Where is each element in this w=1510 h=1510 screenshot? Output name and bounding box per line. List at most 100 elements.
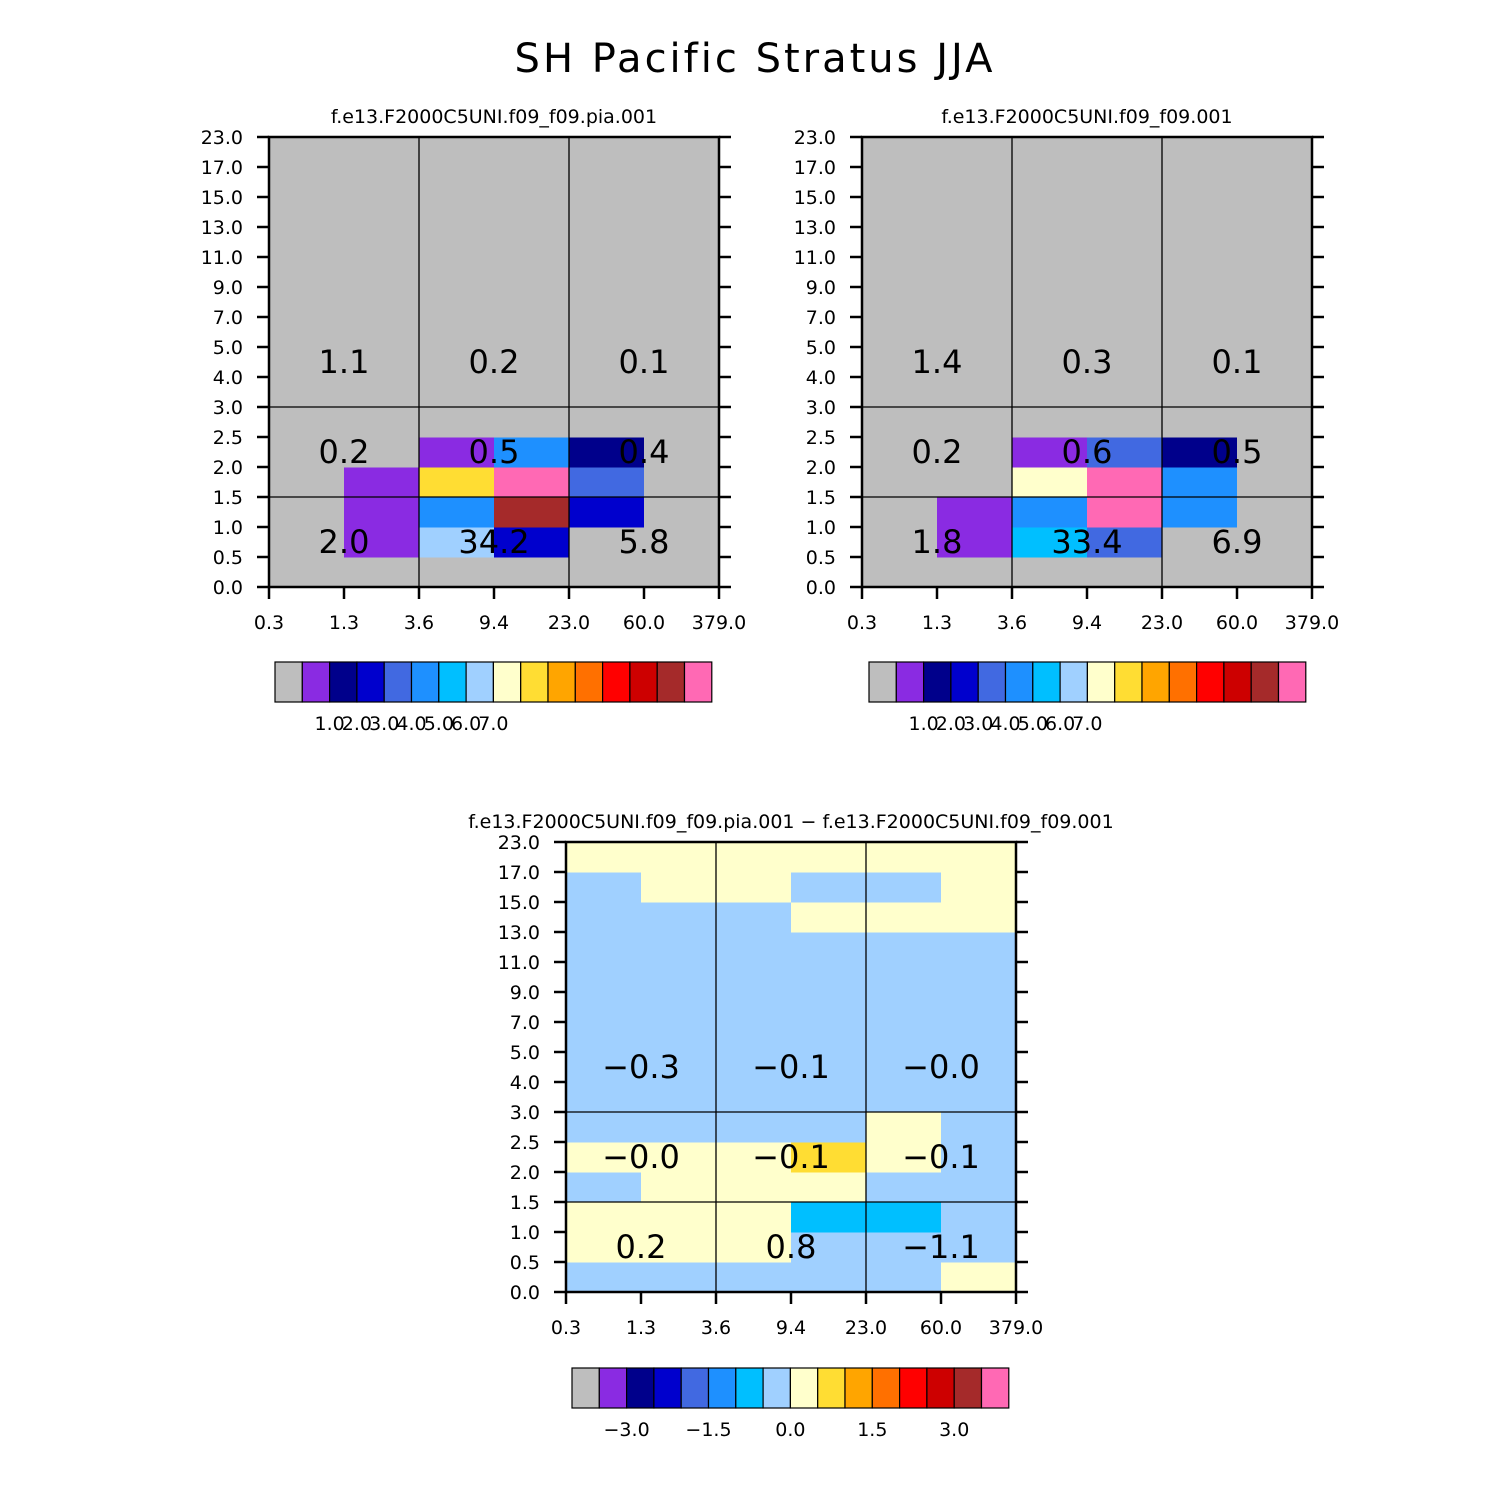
heatmap-cell: [1012, 467, 1088, 498]
heatmap-cell: [791, 1022, 867, 1053]
colorbar-box: [953, 1367, 983, 1409]
heatmap-cell: [569, 167, 645, 198]
heatmap-cell: [866, 872, 942, 903]
heatmap-cell: [716, 902, 792, 933]
heatmap-cell: [716, 1172, 792, 1203]
colorbar-box: [789, 1367, 819, 1409]
colorbar-box: [520, 661, 549, 703]
heatmap-cell: [791, 1082, 867, 1113]
colorbar-box: [329, 661, 358, 703]
colorbar-box: [492, 661, 522, 703]
heatmap-cell: [791, 992, 867, 1023]
heatmap-cell: [566, 1232, 642, 1263]
heatmap-cell: [941, 842, 1017, 873]
heatmap-cell: [866, 1172, 942, 1203]
y-tick-label: 1.0: [806, 517, 836, 539]
heatmap-cell: [1162, 137, 1238, 168]
heatmap-cell: [941, 1082, 1017, 1113]
block-value-label: 0.6: [1062, 433, 1113, 471]
heatmap-cell: [862, 167, 938, 198]
heatmap-cell: [419, 137, 495, 168]
heatmap-cell: [494, 287, 570, 318]
x-tick-label: 379.0: [692, 612, 746, 634]
block-value-label: −0.1: [902, 1138, 980, 1176]
colorbar-box: [274, 661, 303, 703]
heatmap-cell: [791, 1112, 867, 1143]
heatmap-cell: [1012, 257, 1088, 288]
colorbar-box: [1195, 661, 1225, 703]
colorbar-box: [680, 1367, 710, 1409]
heatmap-cell: [269, 257, 345, 288]
heatmap-cell: [419, 317, 495, 348]
heatmap-cell: [1012, 317, 1088, 348]
heatmap-cell: [344, 557, 420, 588]
heatmap-cell: [269, 497, 345, 528]
heatmap-cell: [566, 842, 642, 873]
heatmap-cell: [791, 1202, 867, 1233]
y-tick-label: 4.0: [213, 367, 243, 389]
colorbar-box: [465, 661, 495, 703]
heatmap-cell: [866, 1112, 942, 1143]
heatmap-cell: [419, 437, 495, 468]
block-value-label: −0.3: [602, 1048, 680, 1086]
y-tick-label: 7.0: [213, 307, 243, 329]
colorbar-box: [1141, 661, 1170, 703]
x-tick-label: 3.6: [997, 612, 1027, 634]
heatmap-cell: [716, 1022, 792, 1053]
heatmap-cell: [494, 497, 570, 528]
heatmap-cell: [566, 992, 642, 1023]
heatmap-cell: [1087, 437, 1163, 468]
heatmap-cell: [1087, 347, 1163, 378]
colorbar-box: [438, 661, 467, 703]
heatmap-cell: [569, 527, 645, 558]
colorbar-box: [601, 661, 631, 703]
heatmap-cell: [419, 257, 495, 288]
colorbar-box: [629, 661, 658, 703]
heatmap-cell: [862, 257, 938, 288]
y-tick-label: 13.0: [201, 217, 243, 239]
heatmap-cell: [791, 932, 867, 963]
colorbar-label: 1.0: [908, 713, 938, 735]
heatmap-cell: [419, 557, 495, 588]
heatmap-cell: [716, 1202, 792, 1233]
heatmap-cell: [269, 377, 345, 408]
heatmap-cell: [1012, 377, 1088, 408]
panel-title: f.e13.F2000C5UNI.f09_f09.pia.001: [331, 106, 657, 128]
heatmap-cell: [1012, 167, 1088, 198]
heatmap-cell: [644, 557, 720, 588]
colorbar-label: 5.0: [424, 713, 454, 735]
y-tick-label: 2.0: [806, 457, 836, 479]
y-tick-label: 5.0: [510, 1042, 540, 1064]
heatmap-cell: [344, 257, 420, 288]
y-tick-label: 3.0: [510, 1102, 540, 1124]
heatmap-cell: [937, 557, 1013, 588]
heatmap-cell: [344, 467, 420, 498]
block-value-label: 6.9: [1212, 523, 1263, 561]
panel-title: f.e13.F2000C5UNI.f09_f09.001: [941, 106, 1232, 128]
heatmap-cell: [569, 137, 645, 168]
y-tick-label: 0.0: [510, 1282, 540, 1304]
heatmap-cell: [641, 1022, 717, 1053]
heatmap-cell: [866, 902, 942, 933]
heatmap-cell: [494, 227, 570, 258]
y-tick-label: 23.0: [201, 127, 243, 149]
heatmap-cell: [1087, 467, 1163, 498]
y-tick-label: 9.0: [806, 277, 836, 299]
heatmap-cell: [569, 557, 645, 588]
heatmap-cell: [419, 407, 495, 438]
heatmap-cell: [419, 497, 495, 528]
heatmap-cell: [494, 137, 570, 168]
colorbar-box: [574, 661, 604, 703]
heatmap-cell: [344, 287, 420, 318]
heatmap-cell: [269, 317, 345, 348]
colorbar-box: [871, 1367, 901, 1409]
heatmap-cell: [344, 347, 420, 378]
heatmap-cell: [866, 1052, 942, 1083]
block-value-label: −0.0: [602, 1138, 680, 1176]
heatmap-cell: [1162, 527, 1238, 558]
x-tick-label: 3.6: [404, 612, 434, 634]
x-tick-label: 60.0: [623, 612, 665, 634]
heatmap-cell: [644, 437, 720, 468]
x-tick-label: 1.3: [329, 612, 359, 634]
